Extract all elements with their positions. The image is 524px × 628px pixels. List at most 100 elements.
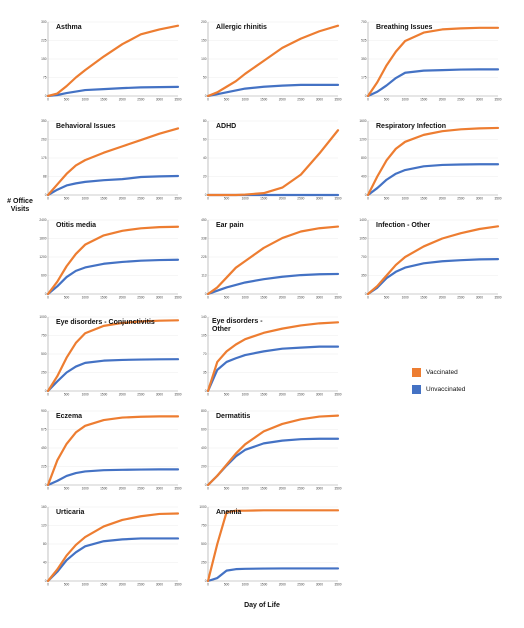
x-tick-label: 500: [64, 98, 70, 102]
legend-item-unvaccinated: Unvaccinated: [412, 385, 465, 394]
x-tick-label: 0: [47, 296, 49, 300]
x-tick-label: 0: [367, 296, 369, 300]
x-tick-label: 3000: [156, 393, 163, 397]
x-tick-label: 3000: [156, 296, 163, 300]
y-tick-label: 200: [201, 20, 207, 24]
x-tick-label: 1000: [402, 296, 409, 300]
x-tick-label: 500: [224, 296, 230, 300]
x-tick-label: 2000: [119, 487, 126, 491]
y-tick-label: 675: [41, 428, 47, 432]
x-tick-label: 3500: [334, 197, 341, 201]
y-tick-label: 80: [43, 542, 47, 546]
panel-infection-other: 0 350 700 1050 1400 0 500 1000 1500 2000 2500 3000 3…: [359, 218, 501, 300]
x-tick-label: 3000: [316, 393, 323, 397]
x-tick-label: 3000: [476, 98, 483, 102]
series-line-vaccinated-infection-other: [366, 225, 500, 296]
series-line-unvaccinated-allergic-rhinitis: [206, 83, 340, 98]
y-tick-label: 1050: [359, 237, 366, 241]
y-tick-label: 250: [41, 371, 47, 375]
x-tick-label: 2000: [119, 98, 126, 102]
x-tick-label: 1500: [100, 583, 107, 587]
x-tick-label: 3000: [156, 487, 163, 491]
series-line-vaccinated-allergic-rhinitis: [206, 24, 340, 98]
y-tick-label: 225: [201, 255, 207, 259]
x-tick-label: 2500: [457, 296, 464, 300]
x-tick-label: 500: [224, 487, 230, 491]
y-tick-label: 88: [43, 175, 47, 179]
series-line-unvaccinated-eye-disorders-conjunctivitis: [46, 358, 180, 393]
x-tick-label: 3500: [174, 197, 181, 201]
y-tick-label: 175: [41, 156, 47, 160]
series-line-unvaccinated-urticaria: [46, 537, 180, 583]
series-line-unvaccinated-behavioral-issues: [46, 174, 180, 197]
x-tick-label: 3000: [156, 197, 163, 201]
x-tick-label: 2500: [297, 98, 304, 102]
y-tick-label: 400: [361, 175, 367, 179]
x-tick-label: 1500: [420, 98, 427, 102]
x-axis-label: Day of Life: [244, 602, 280, 609]
y-tick-label: 225: [41, 39, 47, 43]
legend-swatch-vaccinated: [412, 368, 421, 377]
x-tick-label: 500: [224, 583, 230, 587]
panel-title-behavioral-issues: Behavioral Issues: [56, 123, 116, 130]
y-axis-label: # Office Visits: [7, 198, 33, 213]
y-tick-label: 1000: [199, 505, 206, 509]
x-tick-label: 1000: [242, 583, 249, 587]
panel-eye-disorders-other: 0 35 70 105 140 0 500 1000 1500 2000 2500 3000 3500 E…: [201, 315, 342, 397]
x-tick-label: 2500: [137, 487, 144, 491]
x-tick-label: 0: [47, 98, 49, 102]
y-tick-label: 120: [41, 524, 47, 528]
panel-title-dermatitis: Dermatitis: [216, 413, 250, 420]
x-tick-label: 3500: [334, 583, 341, 587]
x-tick-label: 3000: [316, 98, 323, 102]
series-line-vaccinated-behavioral-issues: [46, 127, 180, 197]
x-tick-label: 0: [207, 296, 209, 300]
y-tick-label: 350: [361, 274, 367, 278]
panel-title-line2-eye-disorders-other: Other: [212, 326, 231, 333]
x-tick-label: 3500: [334, 296, 341, 300]
panel-title-urticaria: Urticaria: [56, 509, 85, 516]
x-tick-label: 3500: [174, 98, 181, 102]
x-tick-label: 2500: [297, 583, 304, 587]
legend-label-vaccinated: Vaccinated: [426, 369, 458, 376]
y-tick-label: 1800: [39, 237, 46, 241]
y-tick-label: 0: [45, 483, 47, 487]
y-tick-label: 600: [201, 428, 207, 432]
x-tick-label: 3000: [316, 583, 323, 587]
x-tick-label: 3500: [494, 98, 501, 102]
panel-breathing-issues: 0 175 350 525 700 0 500 1000 1500 2000 2500 3000 350…: [361, 20, 502, 102]
x-tick-label: 0: [367, 98, 369, 102]
x-tick-label: 2500: [137, 583, 144, 587]
x-tick-label: 2500: [297, 197, 304, 201]
y-tick-label: 800: [201, 409, 207, 413]
x-tick-label: 3500: [174, 583, 181, 587]
series-line-unvaccinated-asthma: [46, 85, 180, 98]
x-tick-label: 1000: [242, 393, 249, 397]
series-line-unvaccinated-eye-disorders-other: [206, 345, 340, 393]
series-line-vaccinated-respiratory-infection: [366, 126, 500, 197]
x-tick-label: 3500: [174, 487, 181, 491]
y-tick-label: 225: [41, 465, 47, 469]
y-tick-label: 0: [45, 193, 47, 197]
x-tick-label: 2000: [439, 296, 446, 300]
series-line-vaccinated-anemia: [206, 509, 340, 583]
x-tick-label: 1000: [82, 393, 89, 397]
x-tick-label: 3500: [334, 98, 341, 102]
x-tick-label: 1000: [82, 98, 89, 102]
x-tick-label: 2000: [279, 296, 286, 300]
x-tick-label: 2500: [297, 487, 304, 491]
series-line-vaccinated-otitis-media: [46, 225, 180, 296]
panel-title-infection-other: Infection - Other: [376, 222, 430, 229]
legend-label-unvaccinated: Unvaccinated: [426, 386, 466, 393]
y-tick-label: 750: [41, 334, 47, 338]
x-tick-label: 1500: [100, 487, 107, 491]
x-tick-label: 2000: [279, 393, 286, 397]
panel-eczema: 0 225 450 675 900 0 500 1000 1500 2000 2500 3000 350…: [41, 409, 182, 491]
series-line-vaccinated-eye-disorders-conjunctivitis: [46, 319, 180, 393]
series-line-unvaccinated-eczema: [46, 468, 180, 487]
y-tick-label: 200: [201, 465, 207, 469]
x-tick-label: 2000: [439, 98, 446, 102]
series-line-unvaccinated-otitis-media: [46, 258, 180, 296]
